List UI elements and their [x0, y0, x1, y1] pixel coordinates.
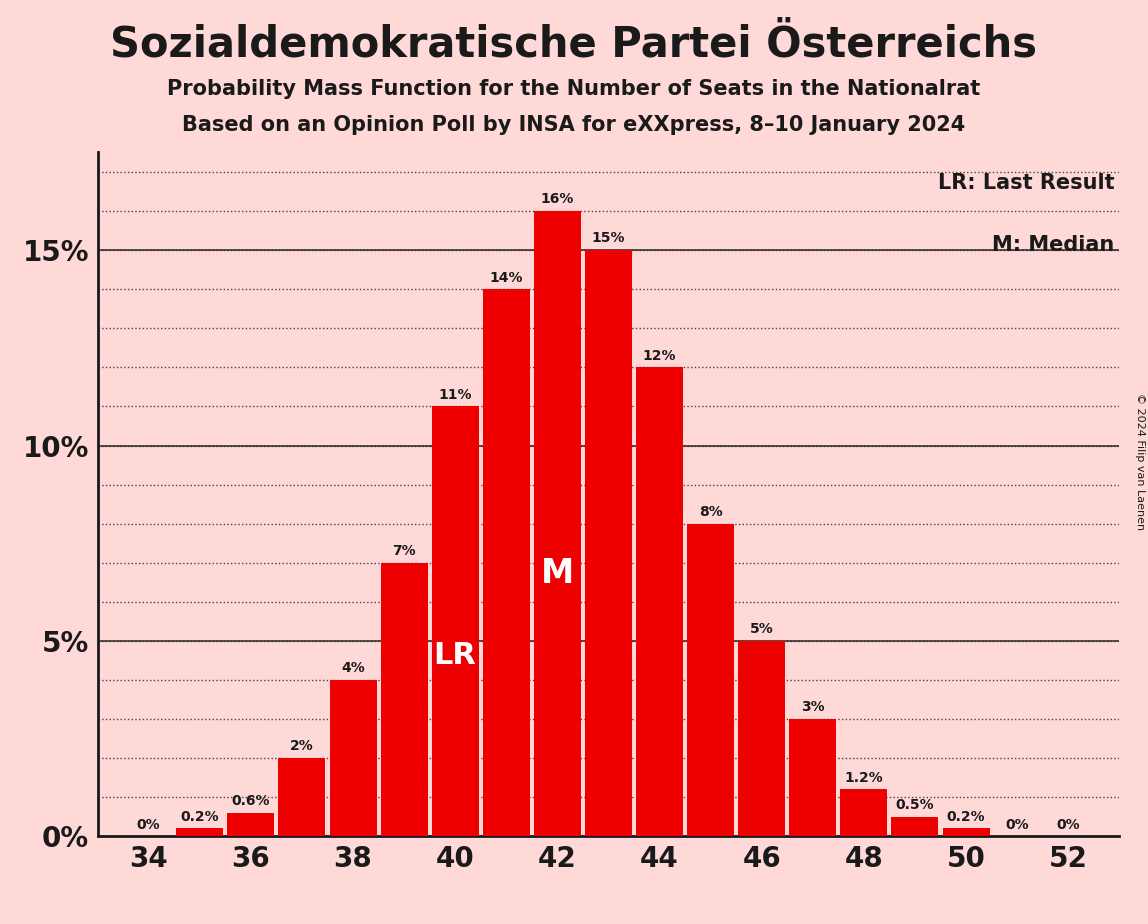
Bar [585, 250, 631, 836]
Text: 3%: 3% [801, 700, 824, 714]
Text: 2%: 2% [290, 739, 313, 753]
Text: 4%: 4% [341, 662, 365, 675]
Text: 0%: 0% [137, 818, 161, 832]
Text: 8%: 8% [699, 505, 722, 519]
Bar [279, 758, 325, 836]
Text: 7%: 7% [393, 544, 416, 558]
Bar [943, 829, 990, 836]
Text: 0%: 0% [1006, 818, 1029, 832]
Bar [840, 789, 887, 836]
Text: M: Median: M: Median [992, 235, 1115, 254]
Text: M: M [541, 557, 574, 590]
Bar [688, 524, 734, 836]
Bar [790, 719, 836, 836]
Bar [636, 368, 683, 836]
Text: Probability Mass Function for the Number of Seats in the Nationalrat: Probability Mass Function for the Number… [168, 79, 980, 99]
Text: Based on an Opinion Poll by INSA for eXXpress, 8–10 January 2024: Based on an Opinion Poll by INSA for eXX… [183, 115, 965, 135]
Text: LR: LR [434, 641, 476, 670]
Bar [381, 563, 427, 836]
Bar [534, 211, 581, 836]
Bar [177, 829, 223, 836]
Text: 12%: 12% [643, 348, 676, 362]
Bar [483, 289, 529, 836]
Text: © 2024 Filip van Laenen: © 2024 Filip van Laenen [1135, 394, 1145, 530]
Text: 0%: 0% [1056, 818, 1080, 832]
Text: 11%: 11% [439, 388, 472, 402]
Text: LR: Last Result: LR: Last Result [938, 173, 1115, 193]
Bar [738, 641, 785, 836]
Bar [432, 407, 479, 836]
Text: 0.2%: 0.2% [180, 809, 219, 823]
Text: Sozialdemokratische Partei Österreichs: Sozialdemokratische Partei Österreichs [110, 23, 1038, 65]
Text: 5%: 5% [750, 622, 774, 636]
Text: 0.2%: 0.2% [947, 809, 985, 823]
Bar [329, 680, 377, 836]
Text: 1.2%: 1.2% [845, 771, 883, 784]
Bar [227, 813, 274, 836]
Text: 0.5%: 0.5% [895, 798, 934, 812]
Text: 0.6%: 0.6% [232, 794, 270, 808]
Text: 15%: 15% [591, 231, 626, 246]
Text: 16%: 16% [541, 192, 574, 206]
Text: 14%: 14% [489, 271, 523, 285]
Bar [892, 817, 938, 836]
